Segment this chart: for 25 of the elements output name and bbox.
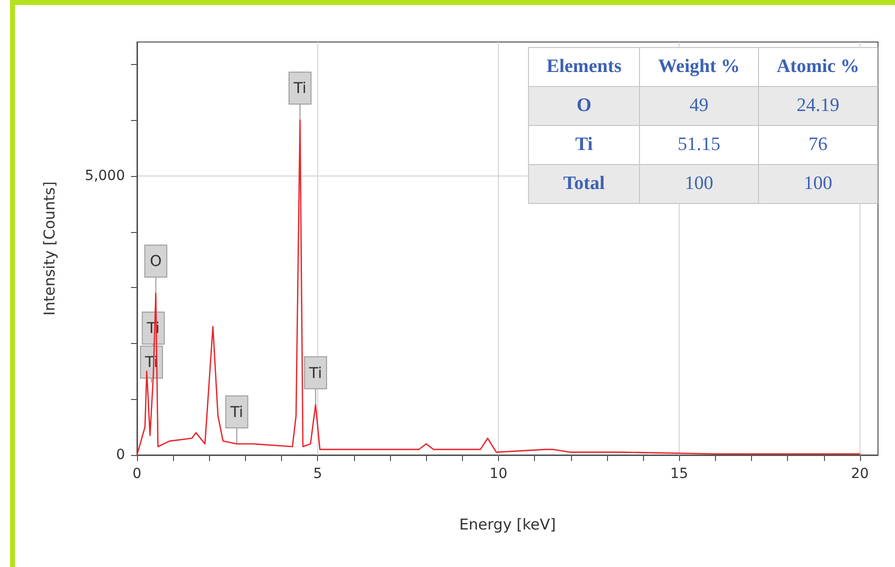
annotation: Ti bbox=[292, 79, 306, 98]
annotation: Ti bbox=[308, 364, 322, 382]
x-tick-label: 0 bbox=[132, 466, 142, 482]
annotation: 76 bbox=[758, 126, 878, 164]
annotation: O bbox=[150, 252, 162, 270]
annotation: Weight % bbox=[640, 48, 758, 86]
annotation: Total bbox=[528, 164, 640, 204]
y-axis-title: Intensity [Counts] bbox=[40, 181, 58, 316]
annotation: 100 bbox=[640, 164, 758, 204]
annotation: 24.19 bbox=[758, 86, 878, 126]
x-tick-label: 5 bbox=[313, 466, 322, 482]
annotation: 100 bbox=[758, 164, 878, 204]
annotation: O bbox=[528, 86, 640, 126]
line-series bbox=[136, 119, 861, 456]
x-tick-label: 10 bbox=[490, 466, 508, 482]
y-tick-label: 5,000 bbox=[84, 168, 125, 184]
annotation: 51.15 bbox=[640, 126, 758, 164]
annotation: Elements bbox=[528, 48, 640, 86]
annotation: Ti bbox=[528, 126, 640, 164]
x-tick-label: 15 bbox=[670, 466, 688, 482]
x-axis-title: Energy [keV] bbox=[459, 516, 556, 534]
x-tick-label: 20 bbox=[851, 466, 869, 482]
annotation: Atomic % bbox=[758, 48, 878, 86]
annotation: 49 bbox=[640, 86, 758, 126]
annotation: Ti bbox=[229, 402, 244, 421]
